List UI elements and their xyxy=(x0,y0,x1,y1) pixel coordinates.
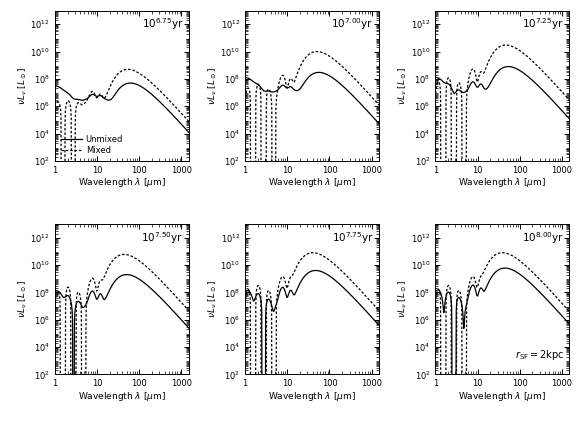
X-axis label: Wavelength $\lambda$ [$\mu$m]: Wavelength $\lambda$ [$\mu$m] xyxy=(78,390,166,403)
Y-axis label: $\nu L_\nu$ [$L_\odot$]: $\nu L_\nu$ [$L_\odot$] xyxy=(206,67,219,105)
Legend: Unmixed, Mixed: Unmixed, Mixed xyxy=(59,134,125,157)
Y-axis label: $\nu L_\nu$ [$L_\odot$]: $\nu L_\nu$ [$L_\odot$] xyxy=(16,67,29,105)
Text: $10^{7.00}$yr: $10^{7.00}$yr xyxy=(331,16,374,33)
Y-axis label: $\nu L_\nu$ [$L_\odot$]: $\nu L_\nu$ [$L_\odot$] xyxy=(397,67,409,105)
Y-axis label: $\nu L_\nu$ [$L_\odot$]: $\nu L_\nu$ [$L_\odot$] xyxy=(397,280,409,318)
Text: $10^{7.75}$yr: $10^{7.75}$yr xyxy=(332,230,374,246)
X-axis label: Wavelength $\lambda$ [$\mu$m]: Wavelength $\lambda$ [$\mu$m] xyxy=(458,390,546,403)
Text: $10^{8.00}$yr: $10^{8.00}$yr xyxy=(522,230,564,246)
X-axis label: Wavelength $\lambda$ [$\mu$m]: Wavelength $\lambda$ [$\mu$m] xyxy=(268,390,356,403)
Y-axis label: $\nu L_\nu$ [$L_\odot$]: $\nu L_\nu$ [$L_\odot$] xyxy=(206,280,219,318)
X-axis label: Wavelength $\lambda$ [$\mu$m]: Wavelength $\lambda$ [$\mu$m] xyxy=(78,176,166,189)
Y-axis label: $\nu L_\nu$ [$L_\odot$]: $\nu L_\nu$ [$L_\odot$] xyxy=(16,280,29,318)
Text: $r_{\rm SF}=2{\rm kpc}$: $r_{\rm SF}=2{\rm kpc}$ xyxy=(514,348,564,363)
Text: $10^{6.75}$yr: $10^{6.75}$yr xyxy=(142,16,184,33)
Text: $10^{7.25}$yr: $10^{7.25}$yr xyxy=(522,16,564,33)
X-axis label: Wavelength $\lambda$ [$\mu$m]: Wavelength $\lambda$ [$\mu$m] xyxy=(458,176,546,189)
X-axis label: Wavelength $\lambda$ [$\mu$m]: Wavelength $\lambda$ [$\mu$m] xyxy=(268,176,356,189)
Text: $10^{7.50}$yr: $10^{7.50}$yr xyxy=(141,230,184,246)
